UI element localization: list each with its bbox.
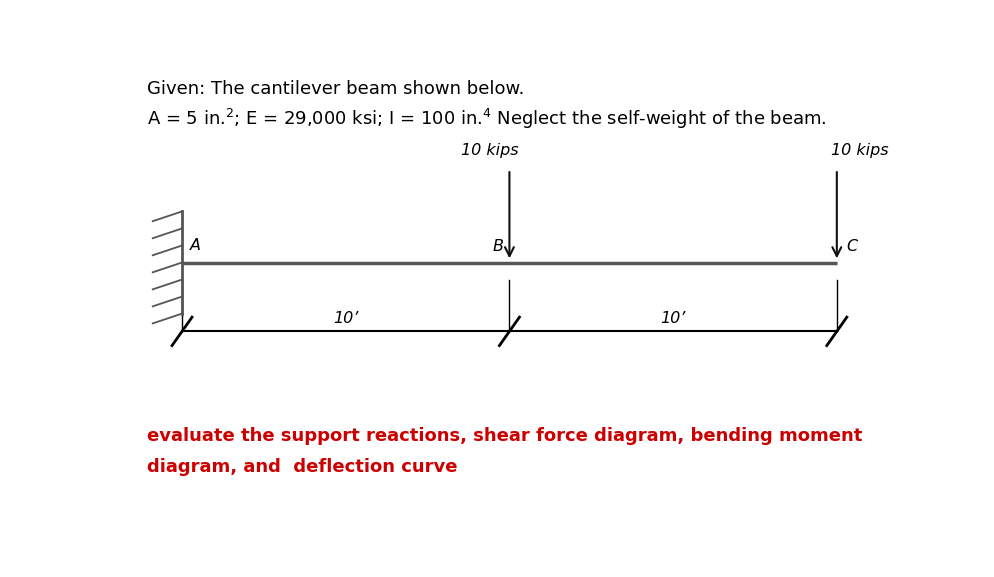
Text: 10’: 10’ xyxy=(333,311,359,326)
Text: Given: The cantilever beam shown below.: Given: The cantilever beam shown below. xyxy=(147,80,525,98)
Text: diagram, and  deflection curve: diagram, and deflection curve xyxy=(147,458,458,476)
Text: evaluate the support reactions, shear force diagram, bending moment: evaluate the support reactions, shear fo… xyxy=(147,427,863,445)
Text: 10’: 10’ xyxy=(660,311,686,326)
Text: B: B xyxy=(492,239,504,254)
Text: A: A xyxy=(190,238,201,253)
Text: 10 kips: 10 kips xyxy=(461,143,519,158)
Text: C: C xyxy=(846,239,857,254)
Text: A = 5 in.$\mathregular{^2}$; E = 29,000 ksi; I = 100 in.$\mathregular{^4}$ Negle: A = 5 in.$\mathregular{^2}$; E = 29,000 … xyxy=(147,107,827,131)
Text: 10 kips: 10 kips xyxy=(831,143,889,158)
